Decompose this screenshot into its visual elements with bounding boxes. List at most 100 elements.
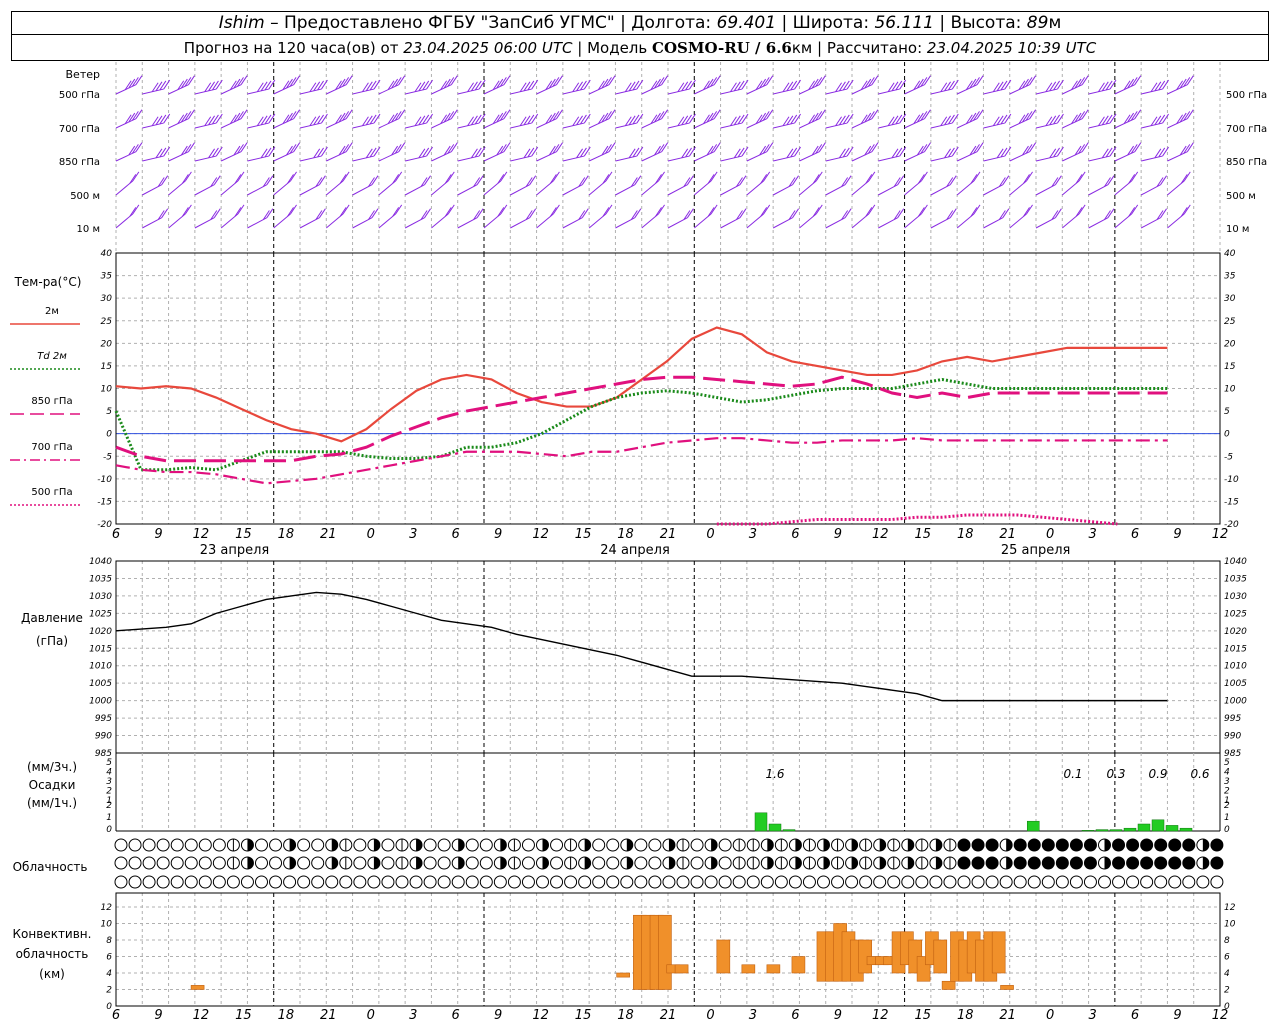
- wind-barb-flag: [867, 111, 875, 121]
- wind-barb-flag: [553, 171, 560, 182]
- wind-barb-flag: [578, 177, 586, 187]
- cloud-symbol: [226, 875, 240, 889]
- wind-barb-flag: [786, 115, 794, 126]
- wind-barb-flag: [422, 147, 430, 158]
- wind-barb-flag: [839, 115, 846, 126]
- cloud-symbol: [184, 838, 198, 852]
- wind-barb-flag: [762, 111, 770, 121]
- legend-label: 850 гПа: [31, 396, 72, 407]
- wind-barb-flag: [689, 79, 696, 90]
- wind-barb-flag: [395, 171, 403, 182]
- wind-barb-flag: [1026, 204, 1033, 215]
- wind-barb-flag: [948, 147, 955, 158]
- wind-barb-flag: [818, 109, 826, 119]
- wind-barb-flag: [1057, 113, 1064, 124]
- wind-barb-flag: [237, 111, 244, 121]
- wind-barb-flag: [365, 115, 373, 126]
- wind-barb-flag: [710, 204, 718, 215]
- wind-barb-flag: [268, 79, 276, 90]
- wind-barb-flag: [1053, 147, 1060, 158]
- wind-barb-flag: [317, 114, 324, 125]
- wind-level-left: 10 м: [77, 224, 100, 235]
- wind-barb-flag: [500, 171, 508, 182]
- pressure-ytick-left: 1025: [89, 609, 112, 619]
- cloud-symbol: [1210, 875, 1224, 889]
- cloud-symbol: [367, 875, 381, 889]
- hour-label: 6: [452, 527, 460, 542]
- temp-ytick-left: -5: [103, 452, 112, 462]
- wind-barb-flag: [733, 115, 741, 126]
- wind-barb-flag: [1183, 77, 1191, 87]
- wind-barb-flag: [1049, 81, 1057, 92]
- pressure-title-2: (гПа): [36, 634, 68, 648]
- wind-barb-flag: [924, 142, 931, 152]
- cloud-symbol: [1112, 856, 1126, 870]
- wind-barb-flag: [525, 177, 533, 187]
- wind-barb-flag: [266, 175, 274, 185]
- wind-barb-flag: [969, 78, 977, 89]
- wind-barb-flag: [733, 148, 741, 159]
- wind-barb-flag: [204, 82, 212, 93]
- wind-barb-flag: [1002, 208, 1010, 218]
- cloud-symbol: [1168, 875, 1182, 889]
- wind-barb-flag: [917, 174, 925, 184]
- cloud-symbol: [985, 856, 999, 870]
- conv-bar: [766, 964, 781, 974]
- wind-barb-flag: [812, 174, 820, 184]
- wind-barb-flag: [1158, 80, 1166, 91]
- cloud-symbol: [802, 875, 816, 889]
- wind-barb-flag: [1081, 75, 1089, 85]
- cloud-symbol-fill: [711, 839, 718, 851]
- wind-barb-flag: [1057, 146, 1064, 157]
- wind-barb-flag: [601, 112, 609, 123]
- wind-barb-flag: [632, 80, 640, 91]
- cloud-symbol: [325, 875, 339, 889]
- wind-barb-flag: [523, 81, 531, 92]
- wind-barb-flag: [293, 142, 301, 152]
- cloud-symbol-fill: [542, 857, 549, 869]
- wind-barb-flag: [1154, 81, 1162, 92]
- wind-barb-flag: [893, 177, 901, 187]
- wind-barb-flag: [842, 147, 850, 158]
- wind-barb-flag: [424, 208, 431, 218]
- alt-unit: м: [1048, 13, 1062, 33]
- wind-barb-flag: [1134, 142, 1142, 152]
- wind-barb-flag: [792, 175, 799, 185]
- wind-barb-flag: [1183, 204, 1191, 215]
- precip-title-2: Осадки: [29, 778, 76, 792]
- cloud-symbol-fill: [879, 839, 886, 851]
- wind-barb-flag: [868, 204, 876, 215]
- cloud-symbol: [297, 838, 311, 852]
- precip-total: 0.9: [1148, 767, 1167, 781]
- wind-barb-flag: [1179, 78, 1187, 89]
- cloud-symbol: [395, 875, 409, 889]
- cloud-symbol: [1210, 856, 1224, 870]
- wind-barb-flag: [913, 114, 921, 125]
- wind-barb-flag: [920, 144, 928, 154]
- cloud-symbol: [1027, 838, 1041, 852]
- pressure-panel: 1040 1040 1035 1035 1030 1030 1025 1025 1020 1020…: [21, 557, 1247, 759]
- cloud-symbol: [985, 875, 999, 889]
- wind-barb-flag: [234, 207, 242, 217]
- cloud-symbol-fill: [500, 857, 507, 869]
- wind-barb-flag: [655, 174, 662, 184]
- cloud-symbol: [1013, 838, 1027, 852]
- wind-barb-flag: [741, 113, 749, 124]
- wind-barb-flag: [973, 77, 980, 87]
- cloud-symbol: [957, 875, 971, 889]
- wind-barb-flag: [1162, 79, 1169, 90]
- wind-barb-flag: [739, 208, 747, 218]
- wind-barb-flag: [992, 82, 1000, 93]
- wind-barb-flag: [624, 82, 632, 93]
- wind-barb-flag: [450, 75, 458, 85]
- wind-barb-flag: [1127, 112, 1135, 123]
- cloud-symbol: [592, 856, 606, 870]
- wind-barb-flag: [683, 210, 691, 220]
- wind-barb-flag: [131, 144, 139, 154]
- cloud-symbol: [1196, 875, 1210, 889]
- wind-barb-flag: [737, 147, 745, 158]
- wind-barb-flag: [1183, 144, 1191, 154]
- wind-barb-flag: [387, 80, 395, 91]
- cloud-symbol-fill: [935, 857, 942, 869]
- wind-barb-flag: [213, 208, 221, 218]
